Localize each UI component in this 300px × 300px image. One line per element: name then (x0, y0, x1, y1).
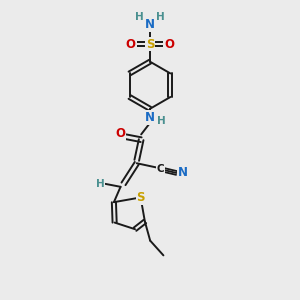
Text: N: N (177, 167, 188, 179)
Text: S: S (136, 191, 145, 204)
Text: N: N (145, 111, 155, 124)
Text: N: N (145, 18, 155, 32)
Text: O: O (164, 38, 174, 50)
Text: H: H (96, 179, 104, 189)
Text: H: H (135, 12, 144, 22)
Text: S: S (146, 38, 154, 50)
Text: O: O (126, 38, 136, 50)
Text: H: H (157, 116, 166, 126)
Text: C: C (157, 164, 164, 174)
Text: O: O (116, 127, 126, 140)
Text: H: H (156, 12, 165, 22)
